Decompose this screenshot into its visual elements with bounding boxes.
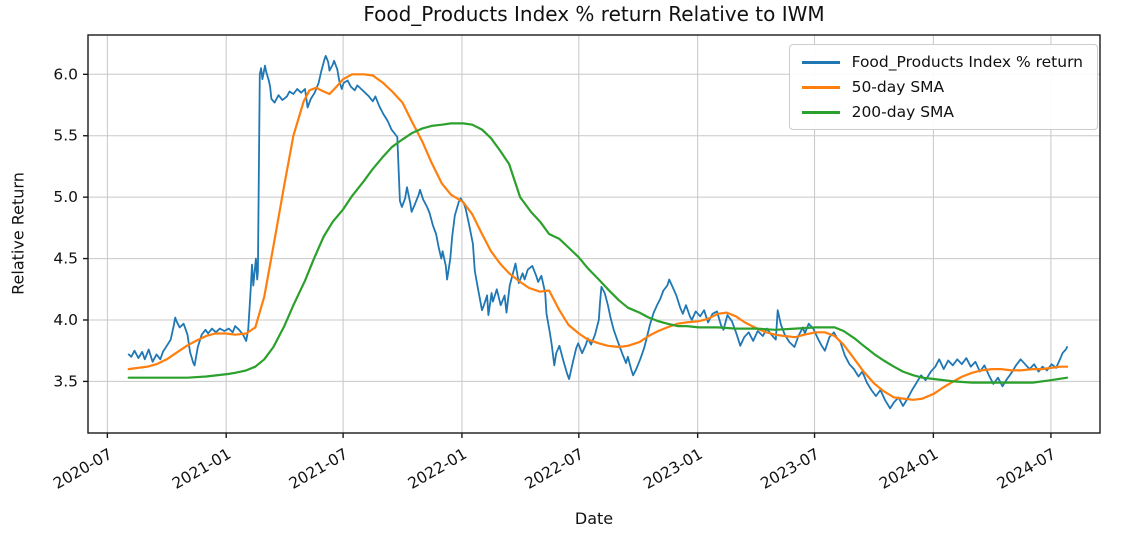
svg-text:2023-01: 2023-01 (641, 445, 706, 493)
svg-text:2021-07: 2021-07 (286, 445, 351, 493)
svg-text:4.0: 4.0 (53, 311, 78, 329)
svg-text:2024-01: 2024-01 (876, 445, 941, 493)
svg-text:2022-01: 2022-01 (405, 445, 470, 493)
legend: Food_Products Index % return 50-day SMA … (788, 44, 1098, 130)
svg-text:6.0: 6.0 (53, 65, 78, 83)
svg-text:5.0: 5.0 (53, 188, 78, 206)
svg-text:3.5: 3.5 (53, 372, 78, 390)
legend-item-label: 200-day SMA (851, 103, 955, 121)
legend-item: 200-day SMA (801, 103, 1083, 121)
x-axis-label: Date (574, 509, 614, 528)
legend-item-label: 50-day SMA (851, 78, 945, 96)
y-axis-label: Relative Return (8, 172, 28, 295)
legend-line-swatch (801, 60, 840, 64)
legend-line-swatch (801, 110, 840, 114)
svg-text:2022-07: 2022-07 (522, 445, 587, 493)
svg-text:2024-07: 2024-07 (994, 445, 1059, 493)
svg-text:2023-07: 2023-07 (757, 445, 822, 493)
svg-text:2021-01: 2021-01 (169, 445, 234, 493)
legend-item-label: Food_Products Index % return (851, 53, 1083, 71)
legend-item: Food_Products Index % return (801, 53, 1083, 71)
chart-title: Food_Products Index % return Relative to… (363, 2, 825, 26)
legend-line-swatch (801, 85, 840, 89)
legend-item: 50-day SMA (801, 78, 1083, 96)
svg-text:4.5: 4.5 (53, 250, 78, 268)
svg-text:2020-07: 2020-07 (50, 445, 115, 493)
svg-text:5.5: 5.5 (53, 127, 78, 145)
